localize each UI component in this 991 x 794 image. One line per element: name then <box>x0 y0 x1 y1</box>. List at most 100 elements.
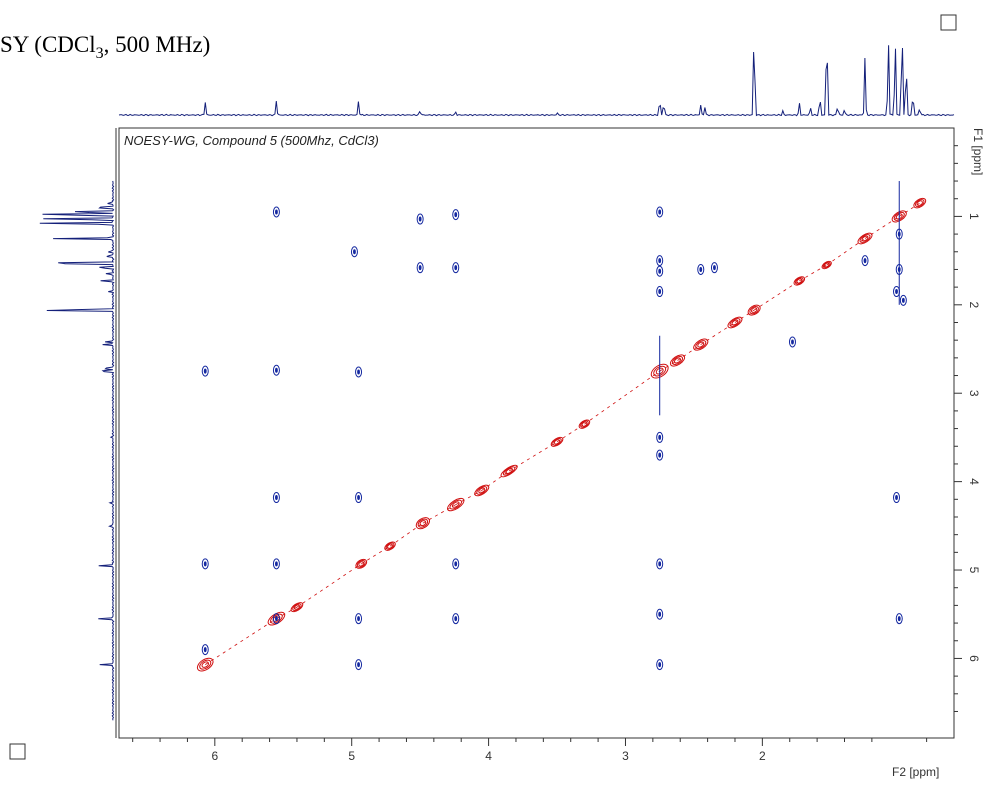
cross-peak-core <box>203 647 207 653</box>
cross-peak <box>656 608 664 620</box>
diagonal-peak <box>913 197 927 209</box>
cross-peak <box>272 558 280 570</box>
marker-square-top-right <box>940 14 957 31</box>
y-tick-label: 6 <box>967 655 981 662</box>
diagonal-peak <box>417 518 429 528</box>
cross-peak <box>355 366 363 378</box>
cross-peak-core <box>699 266 703 272</box>
cross-peak-core <box>658 561 662 567</box>
cross-peak-core <box>895 495 898 501</box>
diagonal-peak <box>893 211 905 221</box>
cross-peak <box>201 644 209 656</box>
diagonal-peak <box>895 213 903 220</box>
heading-subscript: 3 <box>96 45 104 62</box>
cross-peak <box>272 492 280 504</box>
plot-title: NOESY-WG, Compound 5 (500Mhz, CdCl3) <box>124 133 379 148</box>
cross-peak <box>272 364 280 376</box>
diagonal-peak <box>655 367 664 375</box>
diagonal-trace <box>205 618 277 665</box>
cross-peak-core <box>901 297 905 303</box>
cross-peak-core <box>895 289 898 295</box>
cross-peak <box>201 365 209 377</box>
cross-peak-core <box>357 616 360 622</box>
diagonal-peak <box>653 365 667 377</box>
cross-peak-core <box>275 495 278 501</box>
diagonal-peak <box>355 558 368 569</box>
x-tick-label: 5 <box>348 749 355 763</box>
diagonal-peak <box>415 517 431 530</box>
diagonal-peak <box>385 542 395 550</box>
cross-peak <box>355 613 363 625</box>
diagonal-peak <box>671 355 684 366</box>
cross-peak <box>416 262 424 274</box>
diagonal-peak <box>451 501 460 508</box>
cross-peak <box>416 213 424 225</box>
y-tick-label: 1 <box>967 213 981 220</box>
cross-peak <box>899 294 907 306</box>
diagonal-peak <box>695 340 707 350</box>
cross-peak-core <box>658 662 662 668</box>
diagonal-peak <box>502 466 516 476</box>
diagonal-peak <box>270 613 283 624</box>
cross-peak <box>201 558 209 570</box>
cross-peak-core <box>275 209 278 215</box>
cross-peak <box>697 263 705 275</box>
cross-peak-core <box>658 289 662 295</box>
diagonal-peak <box>384 541 396 551</box>
diagonal-peak <box>292 603 302 611</box>
diagonal-trace <box>455 490 482 505</box>
x-tick-label: 3 <box>622 749 629 763</box>
diagonal-peak <box>580 420 589 428</box>
cross-peak-core <box>203 561 207 567</box>
diagonal-peak <box>673 357 682 364</box>
cross-peaks <box>201 181 907 671</box>
diagonal-peak <box>447 497 465 512</box>
cross-peak-core <box>658 209 662 215</box>
diagonal-peak <box>822 261 831 269</box>
x-tick-label: 4 <box>485 749 492 763</box>
cross-peak <box>710 262 718 274</box>
cross-peak <box>452 558 460 570</box>
cross-peak <box>656 431 664 443</box>
top-projection-spectrum <box>118 45 955 117</box>
diagonal-peak <box>747 304 761 316</box>
cross-peak <box>656 449 664 461</box>
cross-peak <box>656 286 664 298</box>
cross-peak-core <box>418 265 422 271</box>
cross-peak <box>452 262 460 274</box>
cross-peak <box>861 255 869 267</box>
plot-frame <box>118 127 955 739</box>
cross-peak <box>272 613 280 625</box>
diagonal-trace <box>826 238 866 266</box>
marker-square-bottom-left <box>9 743 26 760</box>
diagonal-peaks <box>196 197 927 672</box>
cross-peak-core <box>454 561 458 567</box>
cross-peak-core <box>275 616 278 622</box>
diagonal-peak <box>821 260 832 270</box>
diagonal-trace <box>799 264 827 282</box>
y-tick-label: 2 <box>967 301 981 308</box>
diagonal-peak <box>449 499 463 510</box>
diagonal-peak <box>478 487 486 494</box>
cross-peak-core <box>357 369 360 375</box>
cross-peak-core <box>357 495 360 501</box>
cross-peak <box>350 246 358 258</box>
cross-peak-core <box>658 268 662 274</box>
cross-peak-core <box>418 216 422 222</box>
heading-after: , 500 MHz) <box>104 32 211 57</box>
cross-peak-core <box>658 434 662 440</box>
cross-peak <box>788 336 796 348</box>
y-axis-label: F1 [ppm] <box>971 128 985 175</box>
cross-peak <box>656 265 664 277</box>
cross-peak <box>355 659 363 671</box>
diagonal-peak <box>550 436 564 447</box>
cross-peak <box>452 209 460 221</box>
cross-peak <box>656 659 664 671</box>
cross-peak <box>452 613 460 625</box>
x-axis: 6 5 4 3 2 <box>119 737 954 763</box>
diagonal-peak <box>419 520 427 527</box>
y-tick-label: 3 <box>967 390 981 397</box>
cross-peak-core <box>791 339 794 345</box>
diagonal-peak <box>199 659 212 670</box>
diagonal-peak <box>697 341 705 348</box>
